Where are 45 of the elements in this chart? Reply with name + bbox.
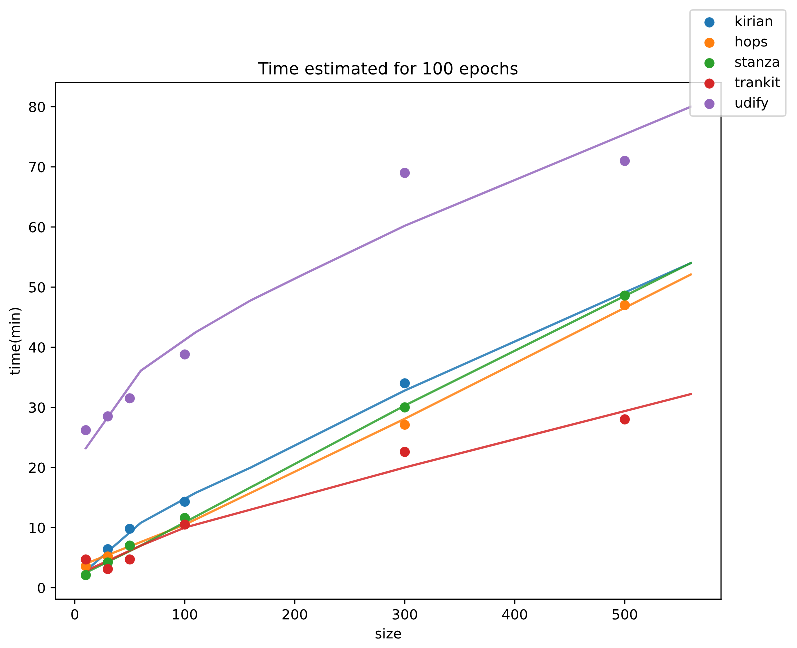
point <box>102 412 114 422</box>
point <box>620 290 630 301</box>
x-tick-label: 100 <box>173 609 198 620</box>
legend-label: hops <box>736 36 768 50</box>
y-axis-title: time(min) <box>9 308 22 375</box>
point <box>180 496 190 508</box>
chart-title: Time estimated for 100 epochs <box>258 62 518 78</box>
y-tick-label: 10 <box>30 522 46 534</box>
legend-label: trankit <box>735 76 780 88</box>
point <box>400 402 410 413</box>
point <box>180 350 190 360</box>
x-tick-label: 0 <box>72 609 79 620</box>
legend-label: udify <box>736 97 769 111</box>
y-tick-label: 30 <box>29 402 46 414</box>
point <box>80 425 92 436</box>
y-tick-label: 0 <box>38 582 46 594</box>
point <box>180 520 190 530</box>
y-tick-label: 40 <box>29 342 46 353</box>
y-tick-label: 20 <box>29 462 46 474</box>
point <box>620 414 630 425</box>
point <box>124 554 136 565</box>
point <box>102 564 114 574</box>
point <box>620 156 630 166</box>
y-tick-label: 80 <box>29 102 46 112</box>
point <box>400 447 410 458</box>
x-tick-label: 300 <box>392 609 418 620</box>
point <box>400 378 410 389</box>
y-tick-label: 50 <box>29 282 46 293</box>
x-tick-label: 500 <box>612 609 638 620</box>
y-tick-label: 70 <box>30 162 46 173</box>
point <box>80 554 92 565</box>
point <box>80 570 92 580</box>
x-axis-title: size <box>376 628 402 639</box>
legend-label: kirian <box>736 16 772 26</box>
point <box>400 420 410 430</box>
x-tick-label: 400 <box>502 609 528 620</box>
point <box>400 168 410 178</box>
point <box>620 300 630 310</box>
point <box>124 540 136 551</box>
x-tick-label: 200 <box>282 609 308 620</box>
point <box>124 524 136 534</box>
y-tick-label: 60 <box>29 222 46 233</box>
line-series <box>84 106 692 450</box>
point <box>124 394 136 404</box>
legend-label: stanza <box>735 57 780 68</box>
